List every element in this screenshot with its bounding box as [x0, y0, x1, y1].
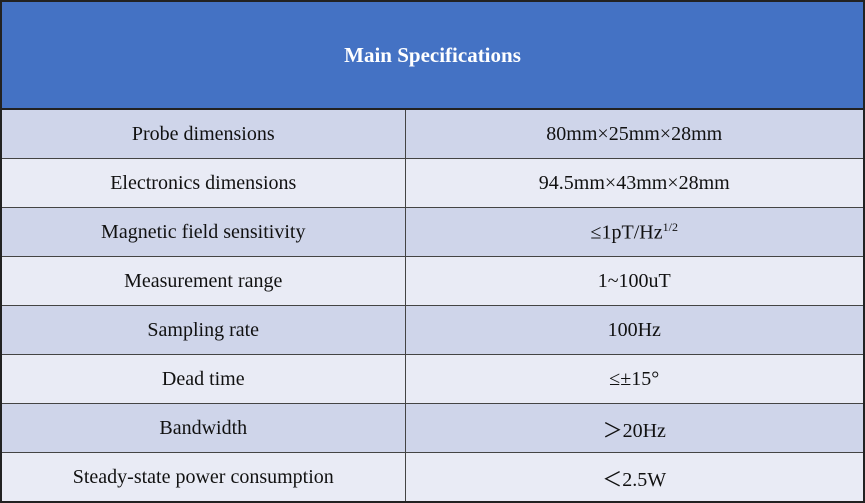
spec-row: Dead time ≤±15° [0, 354, 865, 404]
spec-row: Bandwidth ＞20Hz [0, 403, 865, 453]
spec-row: Measurement range 1~100uT [0, 256, 865, 306]
spec-name: Probe dimensions [0, 108, 406, 159]
spec-name: Measurement range [0, 256, 406, 306]
spec-name: Electronics dimensions [0, 158, 406, 208]
table-body: Probe dimensions 80mm×25mm×28mm Electronic… [0, 108, 865, 503]
spec-name: Dead time [0, 354, 406, 404]
header-row: Main Specifications [1, 1, 864, 110]
spec-value-superscript: 1/2 [662, 219, 678, 234]
spec-name: Steady-state power consumption [0, 452, 406, 503]
spec-row: Electronics dimensions 94.5mm×43mm×28mm [0, 158, 865, 208]
spec-value: ≤1pT/Hz1/2 [404, 207, 865, 257]
spec-value-text: ≤1pT/Hz [590, 221, 663, 244]
spec-value: ≤±15° [404, 354, 865, 404]
spec-name: Magnetic field sensitivity [0, 207, 406, 257]
spec-row: Steady-state power consumption ＜2.5W [0, 452, 865, 503]
spec-name: Bandwidth [0, 403, 406, 453]
spec-value: ＜2.5W [404, 452, 865, 503]
spec-value: 100Hz [404, 305, 865, 355]
spec-value: 94.5mm×43mm×28mm [404, 158, 865, 208]
spec-row: Sampling rate 100Hz [0, 305, 865, 355]
spec-value: 1~100uT [404, 256, 865, 306]
spec-row: Magnetic field sensitivity ≤1pT/Hz1/2 [0, 207, 865, 257]
spec-row: Probe dimensions 80mm×25mm×28mm [0, 108, 865, 159]
spec-name: Sampling rate [0, 305, 406, 355]
table-title: Main Specifications [1, 1, 864, 110]
spec-value: ＞20Hz [404, 403, 865, 453]
spec-value: 80mm×25mm×28mm [404, 108, 865, 159]
